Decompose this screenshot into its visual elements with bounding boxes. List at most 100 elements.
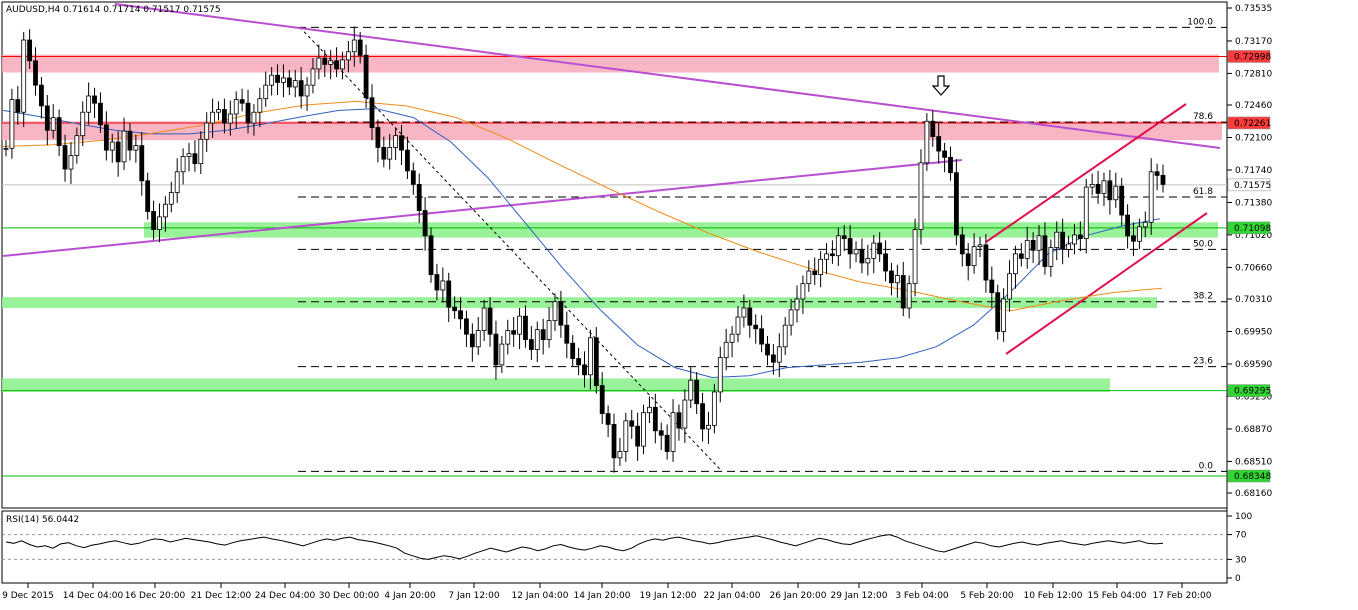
- price-bar-body: [263, 84, 269, 100]
- fib-level-label: 23.6: [1193, 357, 1213, 367]
- price-bar-body: [924, 120, 930, 164]
- price-bar-body: [180, 156, 186, 173]
- price-bar-body: [883, 253, 888, 272]
- price-tick-label: 0.70660: [1235, 263, 1272, 273]
- price-bar-body: [918, 162, 924, 230]
- price-bar-body: [469, 333, 475, 348]
- price-bar-body: [830, 253, 835, 257]
- price-bar-body: [375, 127, 381, 148]
- rsi-layer: [2, 534, 1227, 560]
- price-bar-body: [1113, 185, 1119, 201]
- price-bar-body: [109, 141, 115, 151]
- rsi-axis: 100 70 30 0: [1227, 512, 1252, 584]
- price-bar-body: [1160, 174, 1166, 185]
- time-tick-label: 7 Jan 12:00: [448, 591, 500, 601]
- time-tick-label: 12 Jan 04:00: [512, 591, 569, 601]
- price-bar-body: [717, 357, 723, 393]
- price-bar-body: [304, 84, 310, 97]
- price-bar-body: [133, 145, 139, 151]
- price-bar-body: [729, 333, 735, 343]
- price-bar-body: [528, 339, 534, 350]
- price-bar-body: [410, 170, 416, 185]
- price-bar-body: [700, 403, 705, 430]
- price-bar-body: [316, 57, 322, 70]
- price-bar-body: [1054, 231, 1060, 248]
- price-bar-body: [658, 430, 664, 436]
- price-bar-body: [434, 274, 440, 291]
- time-tick-label: 26 Jan 20:00: [770, 591, 827, 601]
- price-bar-body: [534, 329, 540, 350]
- price-bar-body: [953, 172, 959, 236]
- fib-level-label: 0.0: [1199, 461, 1214, 471]
- price-bar-body: [688, 379, 694, 401]
- price-bar-body: [157, 216, 162, 230]
- price-bar-body: [363, 54, 369, 99]
- moving-average-layer: [2, 100, 1163, 379]
- price-series-layer: [3, 26, 1166, 473]
- price-bar-body: [1142, 221, 1148, 228]
- rsi-panel-frame: [1, 510, 1228, 584]
- price-bar-body: [989, 279, 995, 294]
- price-bar-body: [204, 122, 210, 140]
- price-tick-label: 0.69230: [1235, 392, 1272, 402]
- price-tick-label: 0.71380: [1235, 198, 1272, 208]
- price-bar-body: [564, 324, 570, 344]
- price-bar-body: [9, 99, 15, 149]
- price-bar-body: [1060, 231, 1066, 250]
- price-bar-body: [334, 60, 339, 70]
- resistance-zone: [2, 121, 1222, 141]
- price-bar-body: [245, 102, 251, 124]
- price-bar-body: [676, 412, 682, 429]
- price-tag-label: 0.72261: [1234, 119, 1271, 129]
- price-bar-body: [1131, 235, 1136, 242]
- price-bar-body: [877, 242, 883, 255]
- price-bar-body: [216, 109, 221, 113]
- price-bar-body: [517, 315, 522, 335]
- price-bar-body: [588, 337, 593, 376]
- channel-upper-line: [985, 103, 1187, 243]
- price-bar-body: [747, 307, 753, 326]
- price-bar-body: [706, 424, 711, 430]
- price-bar-body: [62, 145, 68, 170]
- price-bar-body: [98, 102, 103, 126]
- price-bar-body: [428, 235, 434, 276]
- price-bar-body: [233, 99, 239, 115]
- price-bar-body: [1030, 239, 1036, 251]
- support-zone: [144, 222, 1218, 238]
- price-bar-body: [912, 229, 918, 285]
- price-bar-body: [977, 244, 983, 248]
- fibonacci-layer: 100.0 78.6 61.8 50.0 38.2 23.6 0.0: [298, 17, 1227, 472]
- price-bar-body: [641, 412, 646, 447]
- price-tick-label: 0.68160: [1235, 489, 1272, 499]
- price-bar-body: [56, 117, 62, 147]
- price-tag-layer: 0.72998 0.72261 0.71098 0.69295 0.68348 0.715…: [1227, 50, 1271, 483]
- price-bar-body: [759, 328, 764, 345]
- price-bar-body: [174, 171, 180, 193]
- rsi-line: [5, 534, 1164, 560]
- price-bar-body: [1083, 186, 1089, 239]
- price-bar-body: [906, 283, 912, 309]
- price-bar-body: [936, 136, 942, 152]
- price-bar-body: [399, 135, 404, 151]
- price-bar-body: [1107, 180, 1113, 201]
- price-bar-body: [599, 385, 605, 414]
- price-bar-body: [1072, 234, 1077, 245]
- time-tick-label: 14 Jan 20:00: [574, 591, 631, 601]
- down-arrow-icon: [931, 75, 951, 96]
- price-bar-body: [853, 248, 859, 255]
- price-bar-body: [292, 80, 298, 88]
- price-bar-body: [351, 39, 357, 53]
- price-bar-body: [322, 57, 328, 65]
- price-bar-body: [835, 235, 841, 257]
- price-tick-label: 0.69950: [1235, 327, 1272, 337]
- price-bar-body: [765, 343, 770, 356]
- price-bar-body: [552, 301, 558, 322]
- price-bar-body: [635, 425, 641, 447]
- time-tick-label: 19 Jan 12:00: [640, 591, 697, 601]
- price-bar-body: [493, 333, 499, 366]
- price-bar-body: [475, 330, 481, 348]
- price-bar-body: [387, 147, 393, 160]
- price-bar-body: [1125, 214, 1130, 237]
- price-bar-body: [15, 99, 21, 113]
